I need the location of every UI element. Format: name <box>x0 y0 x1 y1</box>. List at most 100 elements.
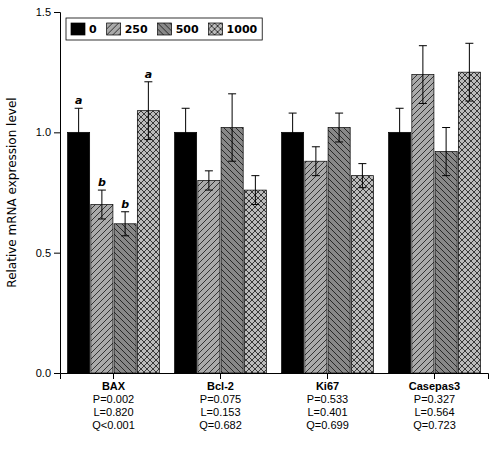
marks <box>68 43 481 373</box>
x-tick-label-line: Ki67 <box>316 380 339 392</box>
bar <box>282 132 304 373</box>
error-bar <box>396 108 404 156</box>
legend-label: 1000 <box>227 23 258 36</box>
plot: 0.0 0.5 1.0 1.5 BAXP=0.002L=0.820Q<0.001 Bcl-… <box>36 6 489 431</box>
series <box>68 108 411 373</box>
legend-item: 500 <box>158 23 199 36</box>
error-bar <box>335 113 343 142</box>
y-tick-mark <box>54 373 60 374</box>
y-axis-line <box>54 13 61 374</box>
x-tick-label-line: L=0.564 <box>414 406 454 418</box>
bar <box>305 161 327 373</box>
error-bar <box>251 176 259 205</box>
x-tick-label: Casepas3P=0.327L=0.564Q=0.723 <box>409 380 460 432</box>
x-tick: Casepas3P=0.327L=0.564Q=0.723 <box>409 373 460 431</box>
y-tick-label: 0.0 <box>36 367 51 379</box>
x-tick-label-line: Q=0.699 <box>306 419 349 431</box>
bar <box>389 132 411 373</box>
bar <box>435 152 457 373</box>
legend-item: 250 <box>107 23 148 36</box>
x-tick-label-line: P=0.327 <box>414 393 455 405</box>
bar <box>114 224 136 373</box>
bar <box>91 205 113 373</box>
error-bar <box>121 212 129 236</box>
x-tick-mark <box>327 373 328 379</box>
x-tick-label-line: L=0.153 <box>200 406 240 418</box>
error-bar <box>419 46 427 104</box>
x-tick-label-line: P=0.002 <box>93 393 134 405</box>
x-tick: Ki67P=0.533L=0.401Q=0.699 <box>306 373 349 431</box>
x-tick-label-line: Q=0.723 <box>413 419 456 431</box>
x-tick-label-line: Q=0.682 <box>199 419 242 431</box>
y-tick: 1.0 <box>36 126 60 138</box>
legend: 0 250 500 1000 <box>66 18 262 40</box>
error-bar <box>98 190 106 219</box>
legend-swatch <box>158 23 172 35</box>
annotation: b <box>98 176 106 189</box>
error-bar <box>358 164 366 188</box>
y-tick-label: 0.5 <box>36 247 51 259</box>
y-tick-mark <box>54 132 60 133</box>
x-tick-label-line: Bcl-2 <box>207 380 234 392</box>
y-tick-mark <box>54 253 60 254</box>
bar <box>244 190 266 373</box>
bar <box>458 72 480 373</box>
bar <box>351 176 373 373</box>
legend-swatch <box>209 23 223 35</box>
error-bar <box>182 108 190 156</box>
y-tick-mark <box>54 12 60 13</box>
error-bar <box>75 108 83 156</box>
error-bar <box>465 43 473 101</box>
x-axis-line <box>61 374 489 380</box>
legend-label: 250 <box>125 23 148 36</box>
bar <box>328 128 350 373</box>
x-axis: BAXP=0.002L=0.820Q<0.001Bcl-2P=0.075L=0.… <box>61 373 489 431</box>
x-tick: BAXP=0.002L=0.820Q<0.001 <box>92 373 135 431</box>
y-tick-label: 1.5 <box>36 6 51 18</box>
annotation: a <box>75 94 82 107</box>
x-tick-mark <box>220 373 221 379</box>
x-tick-label-line: P=0.533 <box>307 393 348 405</box>
x-tick-label-line: Casepas3 <box>409 380 460 392</box>
x-tick-label: Ki67P=0.533L=0.401Q=0.699 <box>306 380 349 432</box>
error-bar <box>205 171 213 190</box>
annotation: a <box>145 68 152 81</box>
annotations: a b b a <box>75 68 152 211</box>
bar <box>412 75 434 373</box>
bar <box>68 132 90 373</box>
x-tick: Bcl-2P=0.075L=0.153Q=0.682 <box>199 373 242 431</box>
x-tick-mark <box>113 373 114 379</box>
annotation: b <box>121 198 129 211</box>
error-bar <box>144 82 152 140</box>
x-tick-label-line: BAX <box>102 380 126 392</box>
legend-swatch <box>107 23 121 35</box>
x-tick-mark <box>434 373 435 379</box>
bar <box>137 111 159 373</box>
x-tick-label-line: L=0.401 <box>307 406 347 418</box>
error-bar <box>289 113 297 152</box>
chart: 0.0 0.5 1.0 1.5 BAXP=0.002L=0.820Q<0.001 Bcl-… <box>0 0 500 453</box>
legend-label: 500 <box>176 23 199 36</box>
y-axis-title: Relative mRNA expression level <box>5 97 19 287</box>
legend-swatch <box>71 23 85 35</box>
bar <box>221 128 243 373</box>
error-bar <box>312 147 320 176</box>
y-axis: 0.0 0.5 1.0 1.5 <box>36 6 61 379</box>
x-tick-label-line: Q<0.001 <box>92 419 135 431</box>
series <box>91 46 434 373</box>
error-bar <box>442 128 450 176</box>
error-bar <box>228 94 236 161</box>
legend-frame <box>66 18 262 40</box>
y-tick: 0.5 <box>36 247 60 259</box>
y-tick: 0.0 <box>36 367 60 379</box>
bar <box>198 180 220 373</box>
y-tick: 1.5 <box>36 6 60 18</box>
bar <box>175 132 197 373</box>
legend-item: 0 <box>71 23 97 36</box>
x-tick-label-line: P=0.075 <box>200 393 241 405</box>
series <box>137 43 480 373</box>
y-tick-label: 1.0 <box>36 126 51 138</box>
x-tick-label: BAXP=0.002L=0.820Q<0.001 <box>92 380 135 432</box>
series <box>114 94 457 373</box>
legend-label: 0 <box>89 23 97 36</box>
